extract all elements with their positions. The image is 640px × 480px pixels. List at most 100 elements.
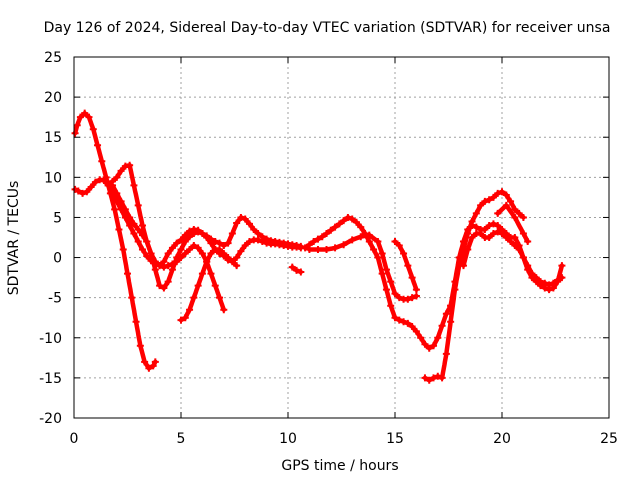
data-point xyxy=(485,196,493,204)
data-point xyxy=(498,229,506,237)
data-point xyxy=(524,238,532,246)
data-point xyxy=(254,229,262,237)
data-point xyxy=(400,318,408,326)
data-point xyxy=(164,250,172,258)
data-point xyxy=(515,246,523,254)
data-point xyxy=(220,306,228,314)
grid xyxy=(74,57,609,418)
data-point xyxy=(314,235,322,243)
data-point xyxy=(412,292,420,300)
chart-title: Day 126 of 2024, Sidereal Day-to-day VTE… xyxy=(44,20,611,36)
data-point xyxy=(177,316,185,324)
data-point xyxy=(331,223,339,231)
data-point xyxy=(455,254,463,262)
data-point xyxy=(258,238,266,246)
data-point xyxy=(442,310,450,318)
data-point xyxy=(395,242,403,250)
data-point xyxy=(404,295,412,303)
data-point xyxy=(113,173,121,181)
data-point xyxy=(421,374,429,382)
data-point xyxy=(288,263,296,271)
data-point xyxy=(421,340,429,348)
data-point xyxy=(94,141,102,149)
data-point xyxy=(459,238,467,246)
y-tick-label: 15 xyxy=(44,130,62,146)
data-point xyxy=(408,274,416,282)
data-point xyxy=(224,256,232,264)
data-point xyxy=(374,254,382,262)
data-point xyxy=(365,231,373,239)
data-point xyxy=(143,238,151,246)
data-point xyxy=(216,239,224,247)
data-point xyxy=(207,235,215,243)
data-point xyxy=(76,113,84,121)
data-point xyxy=(477,201,485,209)
data-point xyxy=(203,258,211,266)
data-point xyxy=(357,223,365,231)
data-point xyxy=(245,220,253,228)
x-tick-label: 25 xyxy=(600,431,618,447)
data-point xyxy=(237,247,245,255)
data-point xyxy=(91,178,99,186)
data-point xyxy=(73,121,81,129)
x-tick-label: 10 xyxy=(279,431,297,447)
data-point xyxy=(502,191,510,199)
x-tick-label: 5 xyxy=(177,431,186,447)
data-point xyxy=(151,266,159,274)
data-point xyxy=(126,161,134,169)
data-point xyxy=(119,246,127,254)
data-point xyxy=(198,229,206,237)
data-point xyxy=(164,262,172,270)
data-point xyxy=(181,314,189,322)
data-point xyxy=(245,238,253,246)
data-point xyxy=(554,278,562,286)
data-point xyxy=(211,282,219,290)
data-point xyxy=(519,254,527,262)
data-point xyxy=(549,284,557,292)
y-tick-label: -10 xyxy=(39,331,62,347)
y-tick-label: -5 xyxy=(48,291,62,307)
data-point xyxy=(156,282,164,290)
data-point xyxy=(387,302,395,310)
data-point xyxy=(134,238,142,246)
data-point xyxy=(98,157,106,165)
data-point xyxy=(233,219,241,227)
data-point xyxy=(442,350,450,358)
data-point xyxy=(318,233,326,241)
data-point xyxy=(412,286,420,294)
data-point xyxy=(190,229,198,237)
data-point xyxy=(425,344,433,352)
data-point xyxy=(220,250,228,258)
data-point xyxy=(134,225,142,233)
data-point xyxy=(438,374,446,382)
data-point xyxy=(507,197,515,205)
data-point xyxy=(404,262,412,270)
y-tick-label: -20 xyxy=(39,411,62,427)
data-point xyxy=(87,183,95,191)
data-point xyxy=(211,238,219,246)
data-point xyxy=(124,270,131,278)
data-point xyxy=(524,266,532,274)
data-point xyxy=(335,220,343,228)
series-arc-5-markers xyxy=(177,236,305,324)
data-point xyxy=(190,294,198,302)
data-point xyxy=(438,322,446,330)
data-point xyxy=(109,181,117,189)
data-point xyxy=(507,238,515,246)
data-point xyxy=(511,205,519,213)
data-point xyxy=(198,250,206,258)
data-point xyxy=(121,205,129,213)
data-point xyxy=(519,213,527,221)
data-point xyxy=(181,231,189,239)
y-tick-label: 5 xyxy=(53,210,62,226)
data-point xyxy=(314,246,322,254)
data-point xyxy=(485,221,493,229)
data-point xyxy=(511,242,519,250)
data-point xyxy=(357,233,365,241)
data-point xyxy=(89,125,97,133)
data-point xyxy=(74,187,82,195)
data-point xyxy=(327,226,335,234)
series-group xyxy=(71,109,566,384)
series-arc-8-markers xyxy=(305,231,420,303)
